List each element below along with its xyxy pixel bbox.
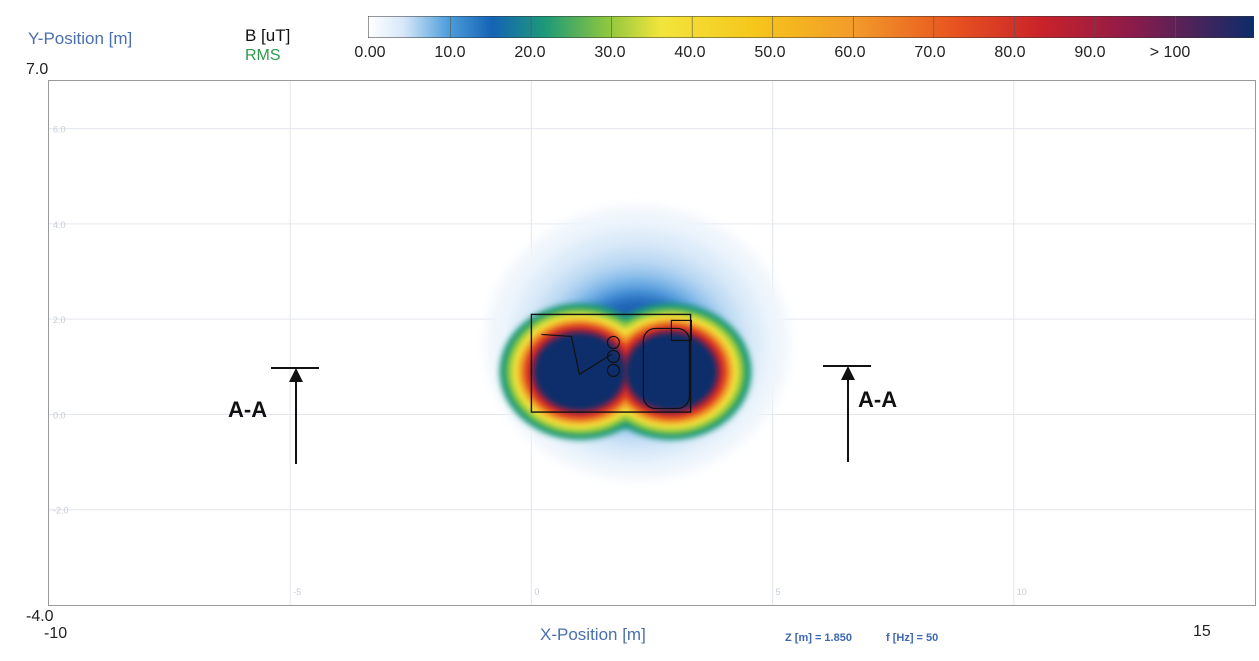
colorbar-tick-label: 30.0 [594,44,626,61]
inner-y-tick-label: -2.0 [53,506,69,516]
colorbar-tick-label: 20.0 [514,44,546,61]
equipment-bushing [606,349,621,364]
x-axis-max: 15 [1193,623,1211,640]
x-axis-label: X-Position [m] [540,625,646,644]
colorbar-tick-label: 40.0 [674,44,706,61]
x-axis-min: -10 [44,625,68,642]
inner-x-tick-label: 10 [1017,587,1027,597]
y-axis-min: -4.0 [26,608,54,625]
inner-y-tick-label: 4.0 [53,220,66,230]
colorbar-tick-label: 60.0 [834,44,866,61]
frequency-param: f [Hz] = 50 [886,632,939,644]
colorbar-tick-label: 80.0 [994,44,1026,61]
colorbar-tick-label: 10.0 [434,44,466,61]
field-contour-inner [533,332,626,411]
colorbar-tick-label: 50.0 [754,44,786,61]
colorbar-tick-label: 0.00 [354,44,386,61]
equipment-bushing [606,335,621,350]
equipment-wiring [541,333,612,376]
inner-x-tick-label: -5 [293,587,301,597]
quantity-label: B [uT] [245,26,291,45]
equipment-box [670,319,693,342]
inner-y-tick-label: 0.0 [53,410,66,420]
heatmap: 6.0 4.0 2.0 0.0 -2.0 -5 0 5 10 [49,81,1255,605]
y-axis-max: 7.0 [26,61,49,78]
colorbar [368,16,1254,38]
plot-area: 6.0 4.0 2.0 0.0 -2.0 -5 0 5 10 [48,80,1256,606]
inner-x-tick-label: 0 [534,587,539,597]
section-label-right: A-A [858,387,898,412]
equipment-outline [530,313,692,413]
colorbar-tick-label: > 100 [1149,44,1191,61]
inner-y-tick-label: 6.0 [53,125,66,135]
quantity-type: RMS [245,47,281,64]
y-axis-label: Y-Position [m] [28,29,133,48]
inner-y-tick-label: 2.0 [53,315,66,325]
transformer-tank [642,327,691,410]
z-height-param: Z [m] = 1.850 [785,632,852,644]
colorbar-tick-label: 90.0 [1074,44,1106,61]
equipment-bushing [606,363,621,378]
field-contour-inner [625,332,718,411]
section-label-left: A-A [228,397,268,422]
colorbar-tick-label: 70.0 [914,44,946,61]
inner-x-tick-label: 5 [776,587,781,597]
colorbar-ticks: 0.00 10.0 20.0 30.0 40.0 50.0 60.0 70.0 80.0 90.0… [350,44,1230,64]
